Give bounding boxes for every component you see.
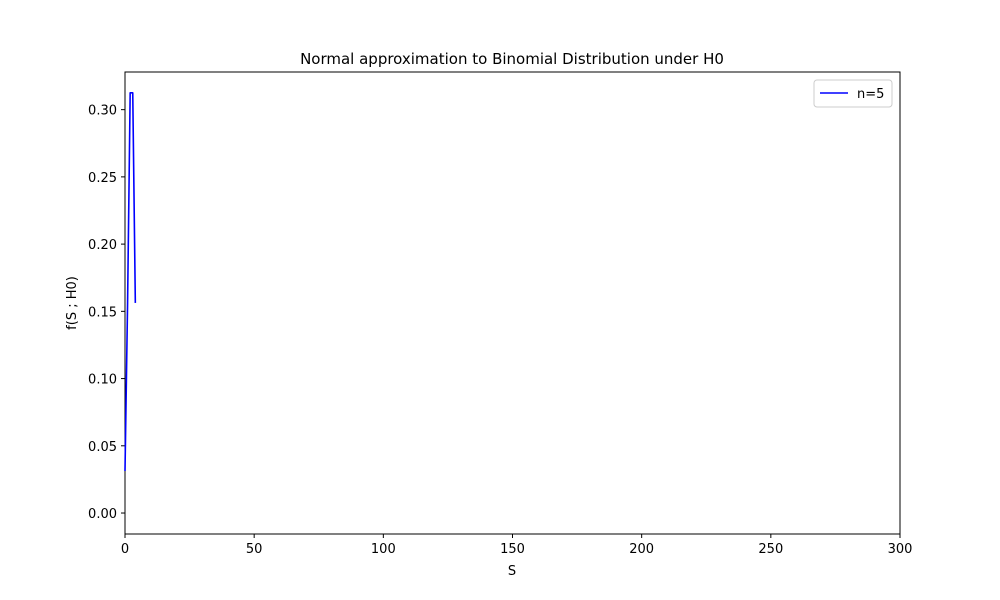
x-tick-label: 0: [121, 542, 129, 557]
y-tick-label: 0.10: [88, 373, 117, 388]
x-tick-label: 250: [758, 542, 783, 557]
series-line-n5: [124, 92, 137, 472]
x-tick-label: 150: [500, 542, 525, 557]
x-axis-ticks: 0 50 100 150 200 250 300: [121, 534, 913, 557]
plot-area: [124, 71, 901, 535]
plot-frame: [124, 71, 901, 535]
x-tick-label: 300: [888, 542, 913, 557]
y-tick-label: 0.20: [88, 238, 117, 253]
legend-frame: [813, 79, 893, 108]
x-tick-label: 200: [629, 542, 654, 557]
y-axis-label: f(S ; H0): [65, 276, 80, 330]
x-tick-label: 100: [371, 542, 396, 557]
y-axis-ticks: 0.00 0.05 0.10 0.15 0.20 0.25 0.30: [88, 104, 125, 522]
chart-title: Normal approximation to Binomial Distrib…: [300, 50, 724, 68]
legend-label-n5: n=5: [857, 87, 884, 102]
y-tick-label: 0.05: [88, 440, 117, 455]
y-tick-label: 0.15: [88, 305, 117, 320]
y-tick-label: 0.25: [88, 171, 117, 186]
legend: n=5: [813, 79, 893, 108]
series-layer: [124, 92, 137, 472]
y-tick-label: 0.30: [88, 104, 117, 119]
x-axis-label: S: [508, 564, 516, 579]
y-tick-label: 0.00: [88, 507, 117, 522]
x-tick-label: 50: [246, 542, 263, 557]
